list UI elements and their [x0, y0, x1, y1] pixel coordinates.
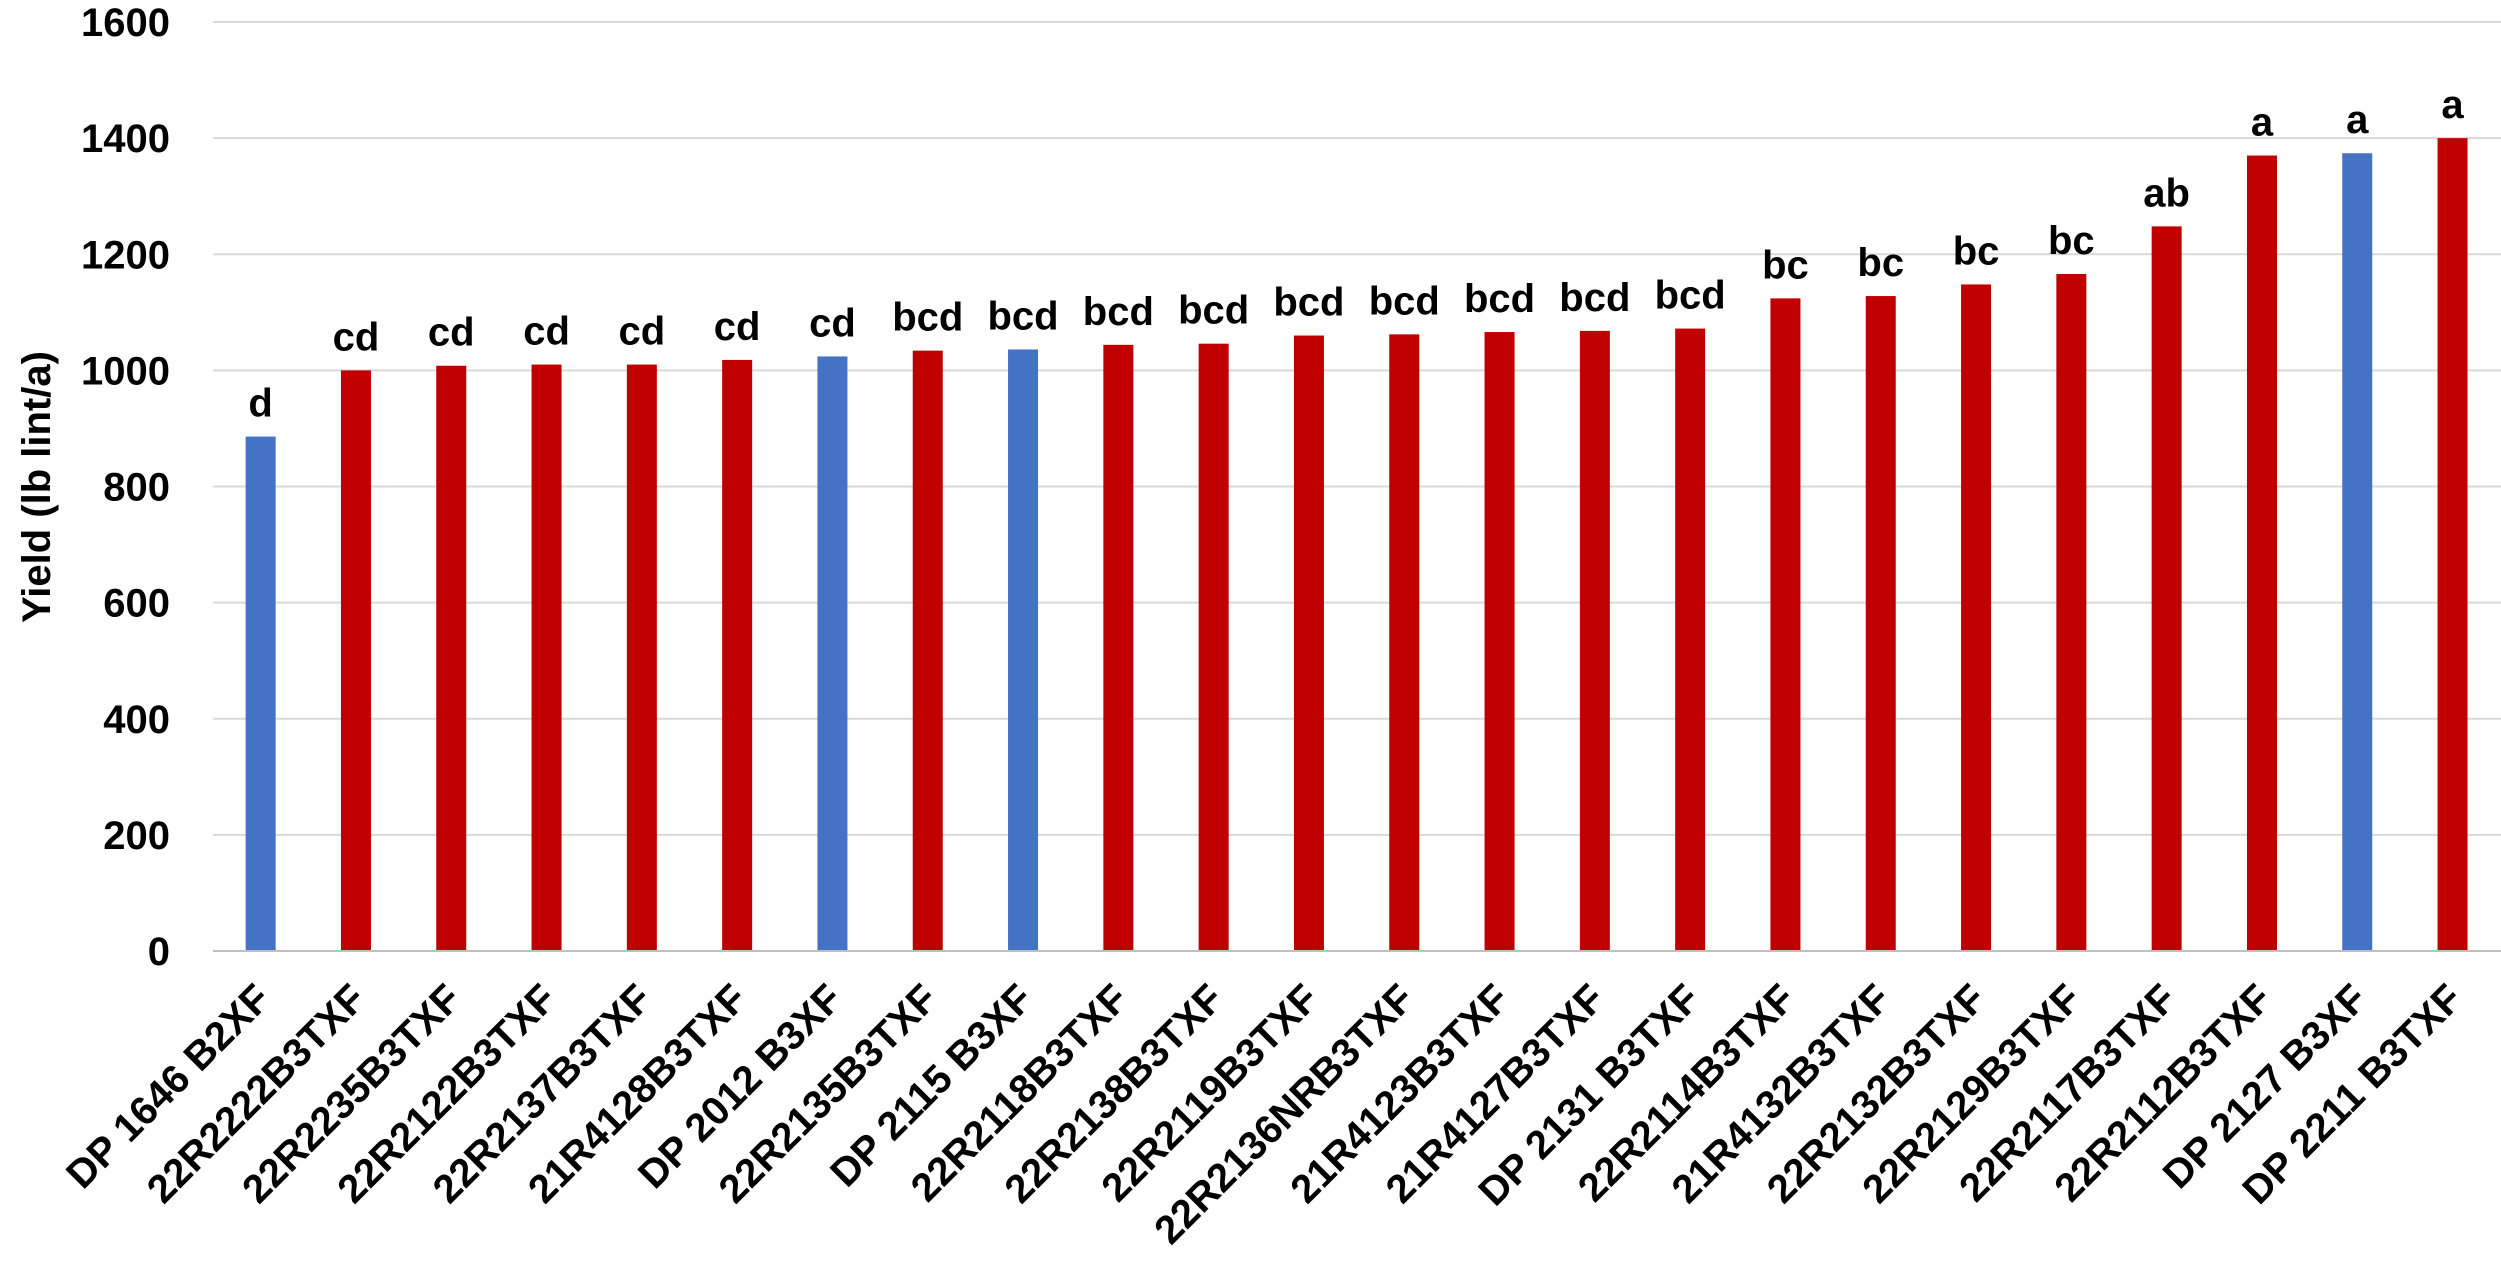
- data-label: cd: [619, 310, 666, 354]
- data-label: bcd: [1083, 290, 1154, 334]
- y-tick-label: 400: [103, 698, 170, 742]
- data-label: bcd: [1178, 289, 1249, 333]
- data-label: cd: [714, 305, 761, 349]
- bar: [2342, 153, 2373, 951]
- data-label: bcd: [1464, 277, 1535, 321]
- y-tick-label: 1200: [81, 233, 170, 277]
- bar: [1198, 343, 1229, 951]
- data-label: cd: [428, 311, 475, 355]
- bar: [1579, 330, 1610, 952]
- y-tick-label: 1600: [81, 1, 170, 45]
- data-label: bcd: [1273, 281, 1344, 325]
- y-tick-label: 0: [148, 930, 170, 974]
- data-label: bc: [1857, 241, 1904, 285]
- data-label: bcd: [1369, 279, 1440, 323]
- bar: [722, 359, 753, 952]
- y-tick-labels: 0 200 400 600 800 1000 1200 1400 1600: [81, 1, 170, 974]
- data-label: cd: [809, 301, 856, 345]
- data-label: bc: [1953, 229, 2000, 273]
- bar: [817, 356, 848, 951]
- bar: [1008, 349, 1039, 951]
- data-label: d: [248, 382, 272, 426]
- bar: [1865, 296, 1896, 951]
- bar: [245, 436, 276, 951]
- y-tick-label: 800: [103, 466, 170, 510]
- data-label: bc: [1762, 243, 1809, 287]
- bar: [1675, 328, 1706, 951]
- bar: [2056, 273, 2087, 952]
- data-label: bcd: [1655, 274, 1726, 318]
- data-label: a: [2441, 83, 2464, 127]
- data-label: bcd: [1559, 276, 1630, 320]
- bar: [531, 364, 562, 952]
- data-labels: dcd cd cd cd cd cd bcd bcd bcd bcd bcd bcd bcd bcd bcd…: [248, 83, 2464, 425]
- bar: [2151, 226, 2182, 951]
- y-tick-label: 1400: [81, 117, 170, 161]
- data-label: ab: [2143, 171, 2190, 215]
- bar: [2246, 155, 2277, 951]
- data-label: cd: [523, 310, 570, 354]
- y-tick-label: 1000: [81, 349, 170, 393]
- bar: [1961, 284, 1992, 951]
- bar: [1103, 344, 1134, 951]
- bar: [1293, 335, 1324, 952]
- bar: [436, 365, 467, 952]
- bar: [626, 364, 657, 952]
- y-tick-label: 200: [103, 814, 170, 858]
- data-label: a: [2346, 98, 2369, 142]
- data-label: bcd: [987, 294, 1058, 338]
- bar: [912, 350, 943, 951]
- data-label: cd: [333, 315, 380, 359]
- data-label: bc: [2048, 219, 2095, 263]
- data-label: a: [2251, 101, 2274, 145]
- bars: [245, 138, 2468, 952]
- bar: [1484, 332, 1515, 952]
- x-category-labels: DP 1646 B2XF22R2222B3TXF22R2235B3TXF22R2…: [58, 976, 2471, 1252]
- bar: [1389, 334, 1420, 952]
- data-label: bcd: [892, 296, 963, 340]
- gridlines: [213, 21, 2501, 836]
- bar: [340, 370, 371, 951]
- y-tick-label: 600: [103, 582, 170, 626]
- y-axis-title: Yield (lb lint/a): [15, 351, 59, 623]
- bar: [2437, 138, 2468, 951]
- bar: [1770, 298, 1801, 951]
